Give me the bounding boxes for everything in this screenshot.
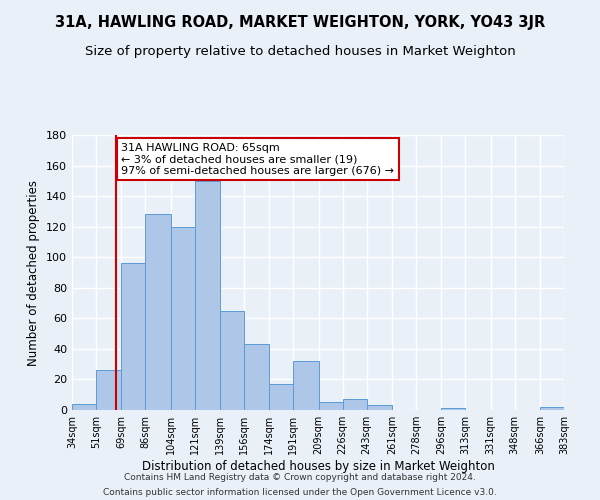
Bar bbox=[96, 370, 121, 410]
Bar bbox=[72, 404, 96, 410]
Bar bbox=[293, 361, 319, 410]
Text: Size of property relative to detached houses in Market Weighton: Size of property relative to detached ho… bbox=[85, 45, 515, 58]
Bar bbox=[269, 384, 293, 410]
Bar bbox=[244, 344, 269, 410]
Text: 31A HAWLING ROAD: 65sqm
← 3% of detached houses are smaller (19)
97% of semi-det: 31A HAWLING ROAD: 65sqm ← 3% of detached… bbox=[121, 142, 394, 176]
Bar bbox=[343, 400, 367, 410]
Bar bbox=[194, 181, 220, 410]
Text: Contains public sector information licensed under the Open Government Licence v3: Contains public sector information licen… bbox=[103, 488, 497, 497]
Bar bbox=[145, 214, 170, 410]
Bar bbox=[367, 406, 392, 410]
Bar bbox=[442, 408, 466, 410]
Text: 31A, HAWLING ROAD, MARKET WEIGHTON, YORK, YO43 3JR: 31A, HAWLING ROAD, MARKET WEIGHTON, YORK… bbox=[55, 15, 545, 30]
Bar bbox=[170, 226, 194, 410]
Text: Contains HM Land Registry data © Crown copyright and database right 2024.: Contains HM Land Registry data © Crown c… bbox=[124, 473, 476, 482]
Bar bbox=[220, 310, 244, 410]
Y-axis label: Number of detached properties: Number of detached properties bbox=[28, 180, 40, 366]
Bar bbox=[121, 264, 145, 410]
Bar bbox=[319, 402, 343, 410]
Bar bbox=[540, 407, 564, 410]
X-axis label: Distribution of detached houses by size in Market Weighton: Distribution of detached houses by size … bbox=[142, 460, 494, 473]
